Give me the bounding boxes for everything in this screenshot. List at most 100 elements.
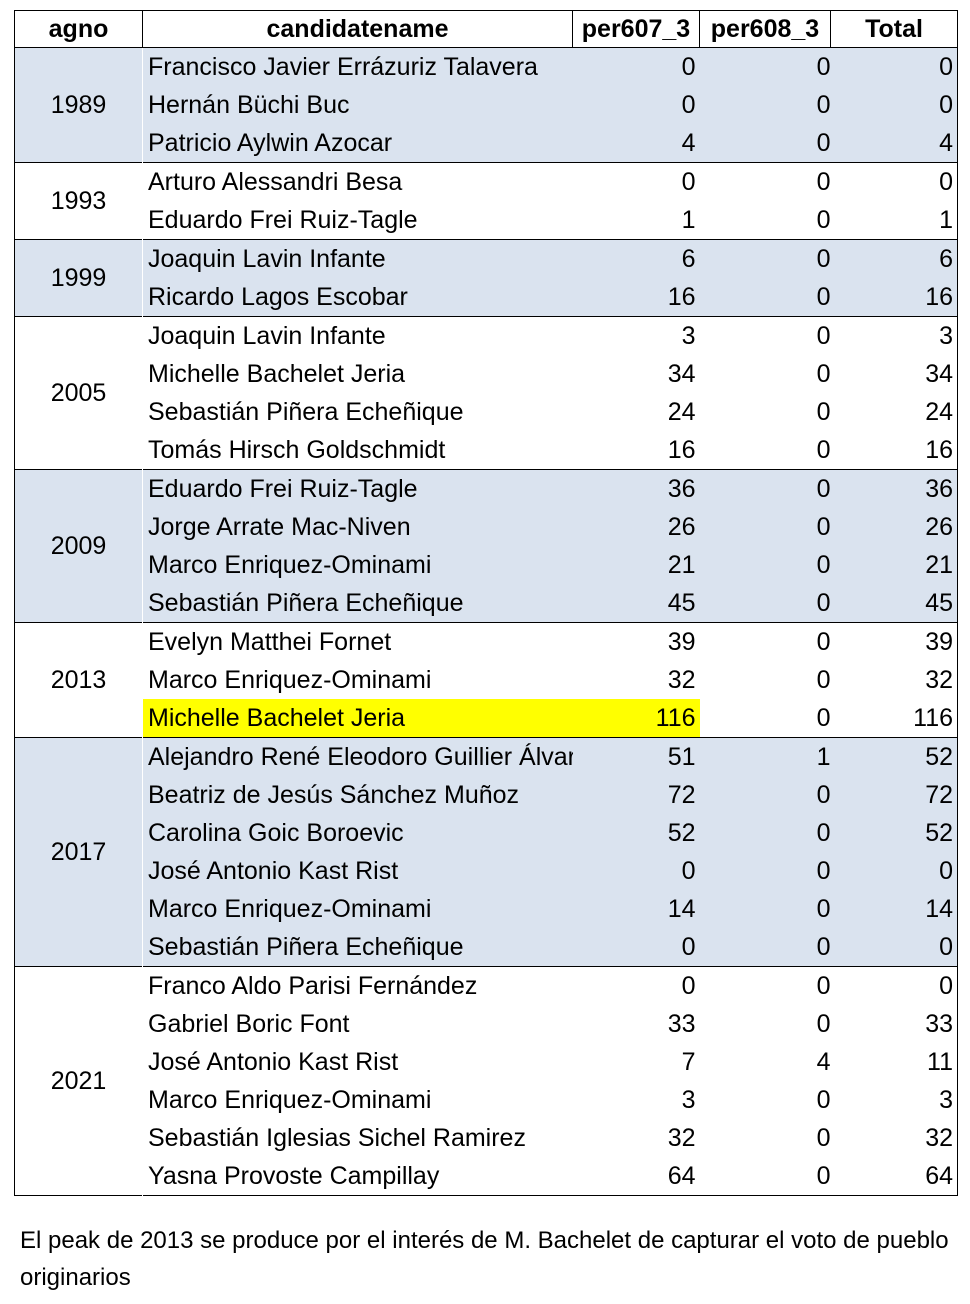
candidate-name-cell: Eduardo Frei Ruiz-Tagle	[142, 201, 573, 240]
per608-value: 0	[816, 665, 831, 694]
results-table: agno candidatename per607_3 per608_3 Tot…	[14, 10, 958, 1196]
per608-value: 0	[816, 627, 831, 656]
total-cell: 0	[830, 47, 958, 86]
per607-cell: 14	[572, 890, 700, 928]
per608-cell: 0	[699, 966, 831, 1005]
total-cell: 6	[830, 239, 958, 278]
per608-cell: 0	[699, 86, 831, 124]
candidate-name-cell: Marco Enriquez-Ominami	[142, 546, 573, 584]
per608-cell: 0	[699, 469, 831, 508]
per608-value: 0	[816, 359, 831, 388]
per608-cell: 0	[699, 1081, 831, 1119]
per608-cell: 0	[699, 890, 831, 928]
per608-value: 0	[816, 1085, 831, 1114]
total-cell: 21	[830, 546, 958, 584]
table-row: Marco Enriquez-Ominami 14 0 14	[15, 890, 958, 928]
per607-cell: 64	[572, 1157, 700, 1196]
per608-cell: 0	[699, 1157, 831, 1196]
candidate-name-cell: Evelyn Matthei Fornet	[142, 622, 573, 661]
per608-value: 0	[816, 550, 831, 579]
per608-value: 0	[816, 932, 831, 961]
total-cell: 3	[830, 1081, 958, 1119]
total-cell: 52	[830, 737, 958, 776]
candidate-name-cell: Marco Enriquez-Ominami	[142, 1081, 573, 1119]
candidate-name-cell: Marco Enriquez-Ominami	[142, 661, 573, 699]
candidate-name-cell: Joaquin Lavin Infante	[142, 316, 573, 355]
total-cell: 32	[830, 661, 958, 699]
per607-cell: 6	[572, 239, 700, 278]
candidate-name-cell: Jorge Arrate Mac-Niven	[142, 508, 573, 546]
per608-cell: 0	[699, 162, 831, 201]
per608-cell: 0	[699, 928, 831, 967]
per608-cell: 0	[699, 814, 831, 852]
header-per608: per608_3	[699, 10, 831, 48]
per608-value: 1	[816, 742, 831, 771]
total-cell: 26	[830, 508, 958, 546]
per608-cell: 0	[699, 316, 831, 355]
per608-cell: 0	[699, 201, 831, 240]
per607-cell: 26	[572, 508, 700, 546]
per607-cell: 52	[572, 814, 700, 852]
table-row: José Antonio Kast Rist 0 0 0	[15, 852, 958, 890]
per608-value: 0	[816, 588, 831, 617]
table-row: Sebastián Piñera Echeñique 45 0 45	[15, 584, 958, 623]
per607-cell: 0	[572, 852, 700, 890]
table-row: Carolina Goic Boroevic 52 0 52	[15, 814, 958, 852]
per608-value: 0	[816, 703, 831, 732]
per608-cell: 0	[699, 546, 831, 584]
year-cell: 2017	[14, 737, 143, 967]
candidate-name-cell: Carolina Goic Boroevic	[142, 814, 573, 852]
per607-cell: 16	[572, 431, 700, 470]
table-body: 1989 Francisco Javier Errázuriz Talavera 0…	[14, 47, 958, 1196]
table-row: Hernán Büchi Buc 0 0 0	[15, 86, 958, 124]
table-row: 2021 Franco Aldo Parisi Fernández 0 0 0	[14, 966, 958, 1196]
per607-cell: 39	[572, 622, 700, 661]
per608-value: 0	[816, 321, 831, 350]
candidate-name-cell: Arturo Alessandri Besa	[142, 162, 573, 201]
per607-cell: 4	[572, 124, 700, 163]
candidate-name-cell: Patricio Aylwin Azocar	[142, 124, 573, 163]
per608-cell: 0	[699, 584, 831, 623]
table-row: 2005 Joaquin Lavin Infante 3 0 3	[14, 316, 958, 470]
total-cell: 64	[830, 1157, 958, 1196]
candidate-name-cell: Francisco Javier Errázuriz Talavera	[142, 47, 573, 86]
candidate-name-cell: Michelle Bachelet Jeria	[142, 355, 573, 393]
candidate-name-cell: José Antonio Kast Rist	[142, 852, 573, 890]
per608-cell: 0	[699, 661, 831, 699]
header-total: Total	[830, 10, 958, 48]
candidate-name-cell: Tomás Hirsch Goldschmidt	[142, 431, 573, 470]
total-cell: 36	[830, 469, 958, 508]
total-cell: 33	[830, 1005, 958, 1043]
total-cell: 3	[830, 316, 958, 355]
per608-cell: 0	[699, 1005, 831, 1043]
per608-cell: 0	[699, 47, 831, 86]
per608-value: 0	[816, 856, 831, 885]
year-cell: 2013	[14, 622, 143, 738]
total-cell: 0	[830, 162, 958, 201]
per608-value: 0	[816, 1123, 831, 1152]
per608-value: 0	[816, 244, 831, 273]
total-cell: 0	[830, 852, 958, 890]
per607-cell: 32	[572, 661, 700, 699]
per608-value: 0	[816, 1161, 831, 1190]
total-cell: 14	[830, 890, 958, 928]
per608-cell: 0	[699, 124, 831, 163]
candidate-name-cell: Hernán Büchi Buc	[142, 86, 573, 124]
footnote-text: El peak de 2013 se produce por el interé…	[20, 1227, 949, 1291]
per608-cell: 0	[699, 355, 831, 393]
per608-cell: 0	[699, 776, 831, 814]
table-row: 1993 Arturo Alessandri Besa 0 0 0	[14, 162, 958, 240]
year-cell: 2005	[14, 316, 143, 470]
per608-cell: 0	[699, 699, 831, 738]
candidate-name-cell: Sebastián Piñera Echeñique	[142, 928, 573, 967]
year-cell: 2021	[14, 966, 143, 1196]
total-cell: 34	[830, 355, 958, 393]
year-cell: 1993	[14, 162, 143, 240]
per607-cell: 0	[572, 928, 700, 967]
total-cell: 39	[830, 622, 958, 661]
table-row: 1989 Francisco Javier Errázuriz Talavera 0…	[14, 47, 958, 163]
table-row: José Antonio Kast Rist 7 4 11	[15, 1043, 958, 1081]
per608-value: 0	[816, 1009, 831, 1038]
per608-cell: 0	[699, 508, 831, 546]
per608-cell: 0	[699, 393, 831, 431]
